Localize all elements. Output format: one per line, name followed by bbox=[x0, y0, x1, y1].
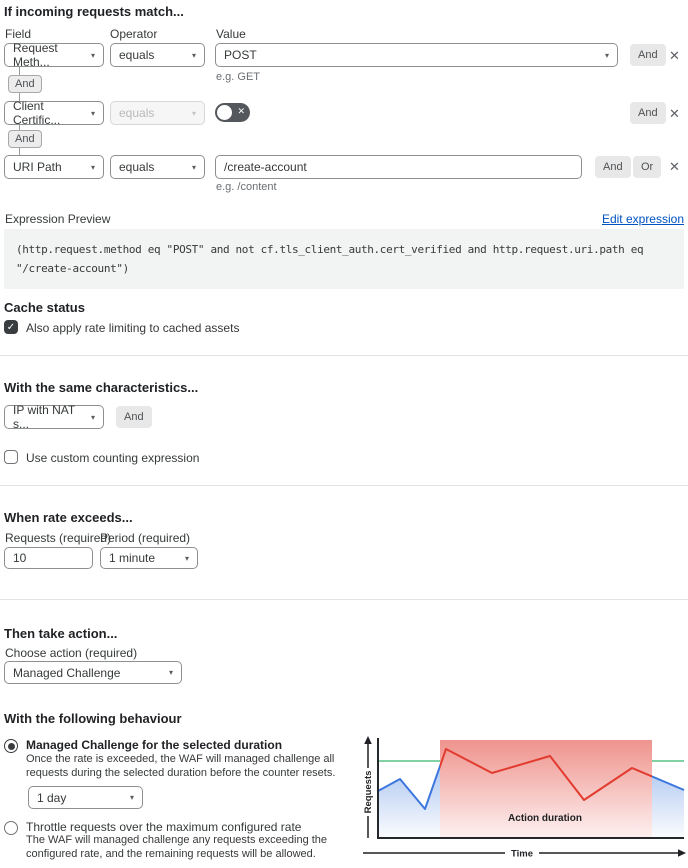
connector-line bbox=[19, 67, 20, 75]
value-hint-row3: e.g. /content bbox=[216, 181, 277, 193]
chevron-down-icon: ▾ bbox=[90, 162, 95, 172]
value-input-row3[interactable]: /create-account bbox=[215, 155, 582, 179]
behaviour-option2-description: The WAF will managed challenge any reque… bbox=[26, 834, 328, 860]
characteristic-select-value: IP with NAT s... bbox=[13, 403, 76, 431]
behaviour-chart-container: Action duration Requests Time bbox=[362, 734, 688, 862]
connector-and-chip-2: And bbox=[8, 130, 42, 148]
characteristics-title: With the same characteristics... bbox=[4, 380, 199, 395]
field-select-row1-value: Request Meth... bbox=[13, 41, 58, 69]
period-select[interactable]: 1 minute ▾ bbox=[100, 547, 198, 569]
chevron-down-icon: ▾ bbox=[90, 50, 95, 60]
check-icon: ✓ bbox=[6, 321, 16, 333]
svg-text:Action duration: Action duration bbox=[508, 813, 582, 824]
connector-and-chip-1: And bbox=[8, 75, 42, 93]
chevron-down-icon: ▾ bbox=[90, 412, 95, 422]
or-button-row3[interactable]: Or bbox=[633, 156, 662, 178]
match-section-title: If incoming requests match... bbox=[4, 4, 184, 19]
svg-text:Time: Time bbox=[511, 849, 533, 860]
field-select-row3-value: URI Path bbox=[13, 160, 62, 174]
choose-action-label: Choose action (required) bbox=[5, 646, 138, 660]
characteristics-and-button[interactable]: And bbox=[116, 406, 152, 428]
connector-line bbox=[19, 125, 20, 130]
field-select-row1[interactable]: Request Meth... ▾ bbox=[4, 41, 104, 69]
requests-input[interactable]: 10 bbox=[4, 547, 93, 569]
and-button-row3[interactable]: And bbox=[595, 156, 631, 178]
operator-column-label: Operator bbox=[110, 27, 158, 41]
toggle-clear-icon: ✕ bbox=[237, 106, 245, 116]
operator-select-row1-value: equals bbox=[119, 48, 155, 62]
chevron-down-icon: ▾ bbox=[604, 50, 609, 60]
connector-line bbox=[19, 93, 20, 101]
operator-select-row3-value: equals bbox=[119, 160, 155, 174]
cached-assets-checkbox-label: Also apply rate limiting to cached asset… bbox=[26, 321, 240, 335]
action-title: Then take action... bbox=[4, 626, 118, 641]
value-select-row1[interactable]: POST ▾ bbox=[215, 43, 618, 67]
rate-title: When rate exceeds... bbox=[4, 510, 133, 525]
svg-text:Requests: Requests bbox=[363, 771, 374, 814]
field-column-label: Field bbox=[5, 27, 32, 41]
expression-code-line1: (http.request.method eq "POST" and not c… bbox=[16, 243, 644, 256]
and-button-row2[interactable]: And bbox=[630, 102, 666, 124]
operator-select-row2: equals ▾ bbox=[110, 101, 205, 125]
action-select-value: Managed Challenge bbox=[13, 665, 121, 680]
connector-line bbox=[19, 148, 20, 155]
and-button-row1[interactable]: And bbox=[630, 44, 666, 66]
requests-label: Requests (required) bbox=[5, 531, 112, 545]
operator-select-row3[interactable]: equals ▾ bbox=[110, 155, 205, 179]
action-select[interactable]: Managed Challenge ▾ bbox=[4, 661, 182, 684]
operator-select-row1[interactable]: equals ▾ bbox=[110, 43, 205, 67]
edit-expression-link[interactable]: Edit expression bbox=[601, 212, 684, 226]
behaviour-chart: Action duration Requests Time bbox=[363, 736, 686, 860]
custom-counting-checkbox-label: Use custom counting expression bbox=[26, 451, 200, 465]
section-divider bbox=[0, 485, 688, 486]
behaviour-radio-duration[interactable] bbox=[4, 739, 18, 753]
boolean-toggle-row2[interactable]: ✕ bbox=[215, 103, 250, 122]
expression-preview-label: Expression Preview bbox=[5, 212, 111, 226]
chevron-down-icon: ▾ bbox=[191, 108, 196, 118]
chevron-down-icon: ▾ bbox=[191, 50, 196, 60]
period-select-value: 1 minute bbox=[109, 551, 156, 565]
duration-select-value: 1 day bbox=[37, 790, 67, 805]
period-label: Period (required) bbox=[100, 531, 191, 545]
operator-select-row2-value: equals bbox=[119, 106, 155, 120]
behaviour-option1-description: Once the rate is exceeded, the WAF will … bbox=[26, 753, 336, 779]
section-divider bbox=[0, 355, 688, 356]
value-input-row3-value: /create-account bbox=[224, 160, 307, 174]
remove-condition-icon-row1[interactable]: ✕ bbox=[669, 48, 680, 63]
cached-assets-checkbox[interactable]: ✓ bbox=[4, 320, 18, 334]
remove-condition-icon-row3[interactable]: ✕ bbox=[669, 159, 680, 174]
behaviour-title: With the following behaviour bbox=[4, 711, 182, 726]
value-column-label: Value bbox=[216, 27, 246, 41]
behaviour-option1-label: Managed Challenge for the selected durat… bbox=[26, 738, 283, 752]
duration-select[interactable]: 1 day ▾ bbox=[28, 786, 143, 809]
toggle-knob bbox=[217, 105, 232, 120]
cache-status-title: Cache status bbox=[4, 300, 85, 315]
chevron-down-icon: ▾ bbox=[129, 793, 134, 802]
field-select-row2-value: Client Certific... bbox=[13, 99, 61, 127]
remove-condition-icon-row2[interactable]: ✕ bbox=[669, 106, 680, 121]
behaviour-radio-throttle[interactable] bbox=[4, 821, 18, 835]
value-select-row1-value: POST bbox=[224, 48, 257, 62]
chevron-down-icon: ▾ bbox=[90, 108, 95, 118]
chevron-down-icon: ▾ bbox=[184, 553, 189, 563]
behaviour-option2-label: Throttle requests over the maximum confi… bbox=[26, 820, 302, 834]
field-select-row3[interactable]: URI Path ▾ bbox=[4, 155, 104, 179]
value-hint-row1: e.g. GET bbox=[216, 71, 261, 83]
expression-code-block: (http.request.method eq "POST" and not c… bbox=[4, 229, 684, 289]
field-select-row2[interactable]: Client Certific... ▾ bbox=[4, 99, 104, 127]
chevron-down-icon: ▾ bbox=[168, 668, 173, 677]
custom-counting-checkbox[interactable] bbox=[4, 450, 18, 464]
chevron-down-icon: ▾ bbox=[191, 162, 196, 172]
characteristic-select[interactable]: IP with NAT s... ▾ bbox=[4, 403, 104, 431]
section-divider bbox=[0, 599, 688, 600]
requests-input-value: 10 bbox=[13, 551, 27, 565]
expression-code-line2: "/create-account") bbox=[16, 262, 129, 275]
